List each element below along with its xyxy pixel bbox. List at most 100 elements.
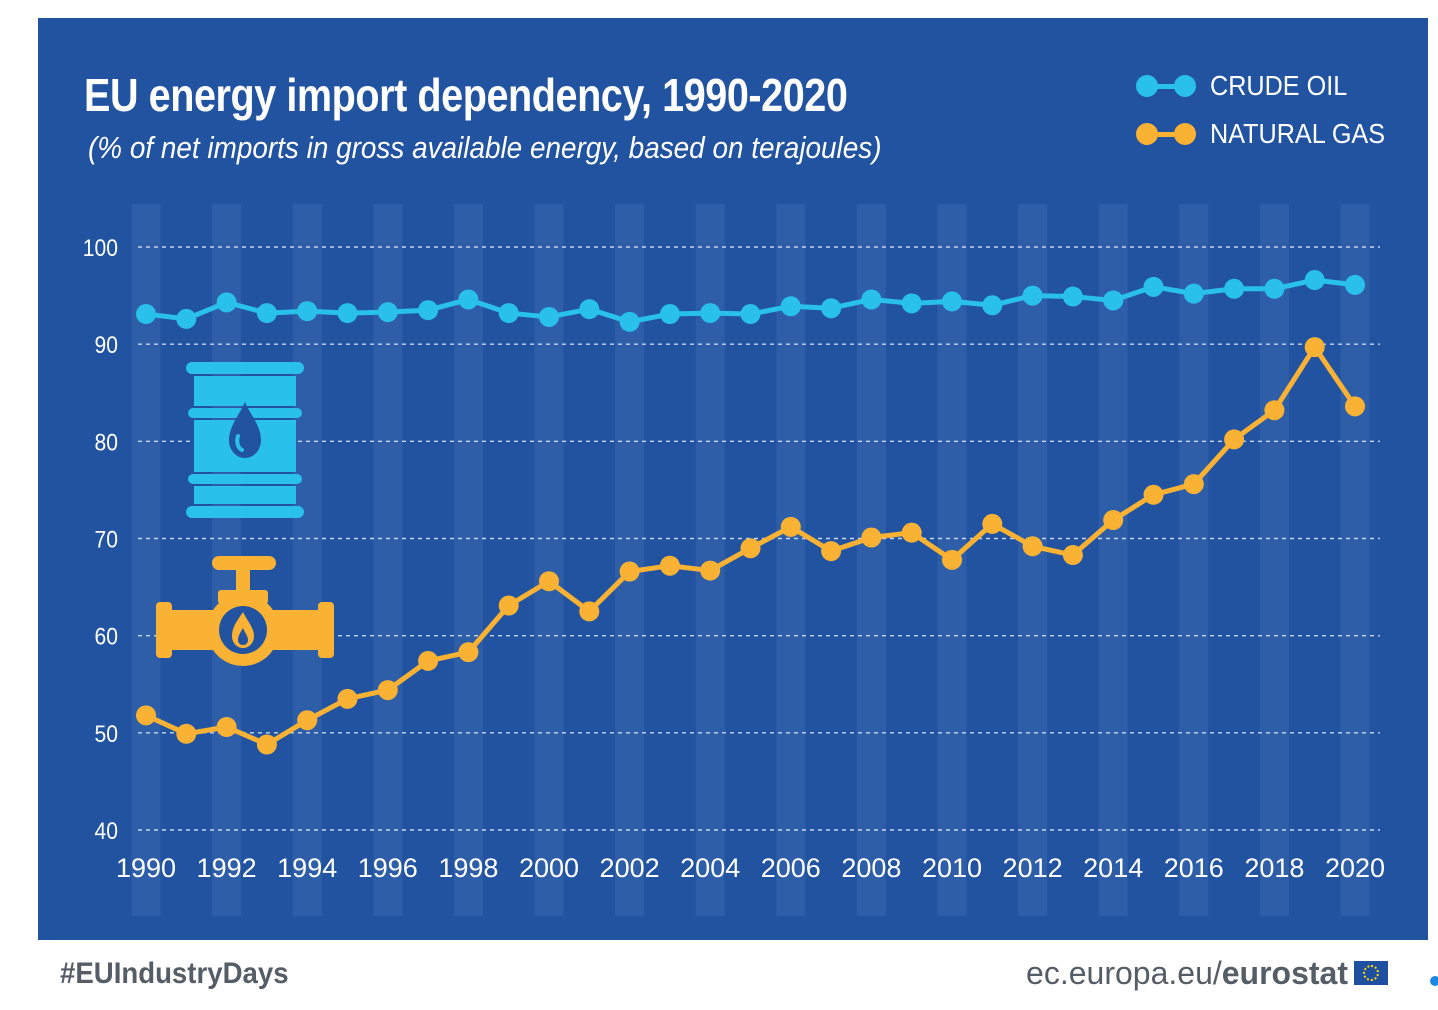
x-tick-label: 2014 bbox=[1083, 853, 1143, 883]
data-point-natural-gas bbox=[901, 522, 922, 543]
data-point-crude-oil bbox=[297, 301, 318, 322]
data-point-crude-oil bbox=[619, 311, 640, 332]
data-point-natural-gas bbox=[1224, 429, 1245, 450]
data-point-crude-oil bbox=[498, 303, 519, 324]
data-point-natural-gas bbox=[1304, 337, 1325, 358]
data-point-crude-oil bbox=[539, 306, 559, 327]
data-point-natural-gas bbox=[780, 516, 801, 537]
data-point-crude-oil bbox=[901, 293, 922, 314]
data-point-natural-gas bbox=[1143, 484, 1164, 505]
data-point-natural-gas bbox=[861, 527, 882, 548]
data-point-natural-gas bbox=[982, 513, 1003, 534]
data-point-crude-oil bbox=[337, 303, 358, 324]
data-point-natural-gas bbox=[942, 549, 962, 570]
data-point-crude-oil bbox=[256, 303, 277, 324]
data-point-crude-oil bbox=[740, 304, 761, 325]
data-point-crude-oil bbox=[659, 304, 680, 325]
data-point-natural-gas bbox=[619, 561, 640, 582]
data-point-crude-oil bbox=[216, 292, 237, 313]
data-point-natural-gas bbox=[256, 734, 277, 755]
y-tick-label: 80 bbox=[95, 429, 118, 456]
chart-title: EU energy import dependency, 1990-2020 bbox=[84, 69, 848, 121]
y-tick-label: 40 bbox=[95, 818, 118, 845]
data-point-crude-oil bbox=[377, 302, 398, 323]
data-point-crude-oil bbox=[418, 300, 439, 321]
data-point-crude-oil bbox=[821, 298, 842, 319]
data-point-crude-oil bbox=[1224, 278, 1245, 299]
y-tick-label: 100 bbox=[83, 235, 118, 262]
data-point-natural-gas bbox=[539, 571, 559, 592]
y-tick-label: 70 bbox=[95, 526, 118, 553]
data-point-natural-gas bbox=[458, 642, 479, 663]
line-chart: 40 50 60 70 80 90 100 1990 1992 1994 1996 1998 2000… bbox=[83, 204, 1385, 916]
data-point-crude-oil bbox=[1183, 283, 1204, 304]
data-point-crude-oil bbox=[1103, 290, 1124, 311]
x-tick-label: 1996 bbox=[358, 853, 418, 883]
x-tick-label: 2018 bbox=[1244, 853, 1304, 883]
x-tick-label: 1998 bbox=[438, 853, 498, 883]
data-point-crude-oil bbox=[1264, 278, 1285, 299]
oil-barrel-icon bbox=[186, 362, 304, 518]
edge-dot-icon bbox=[1430, 976, 1438, 986]
y-tick-label: 50 bbox=[95, 721, 118, 748]
data-point-crude-oil bbox=[1304, 270, 1325, 291]
y-tick-label: 60 bbox=[95, 623, 118, 650]
source-site-prefix: ec.europa.eu/ bbox=[1026, 955, 1222, 991]
x-tick-label: 2006 bbox=[761, 853, 821, 883]
x-tick-label: 1994 bbox=[277, 853, 337, 883]
gas-pipe-valve-icon bbox=[156, 556, 334, 666]
eu-flag-icon bbox=[1354, 961, 1388, 985]
data-point-crude-oil bbox=[136, 304, 156, 325]
year-stripe bbox=[1098, 204, 1128, 916]
infographic-panel: 40 50 60 70 80 90 100 1990 1992 1994 1996 1998 2000… bbox=[38, 18, 1428, 940]
chart-stripes bbox=[131, 204, 1370, 916]
data-point-crude-oil bbox=[1062, 286, 1083, 307]
data-point-crude-oil bbox=[1022, 285, 1043, 306]
x-tick-label: 2004 bbox=[680, 853, 740, 883]
chart-subtitle: (% of net imports in gross available ene… bbox=[88, 130, 882, 165]
data-point-natural-gas bbox=[216, 717, 237, 738]
data-point-natural-gas bbox=[1264, 400, 1285, 421]
legend-label-natural-gas: NATURAL GAS bbox=[1210, 118, 1386, 149]
year-stripe bbox=[1259, 204, 1289, 916]
x-tick-label: 1992 bbox=[197, 853, 257, 883]
data-point-crude-oil bbox=[861, 289, 882, 310]
data-point-natural-gas bbox=[1183, 474, 1204, 495]
series-layer bbox=[136, 270, 1365, 755]
year-stripe bbox=[373, 204, 403, 916]
hashtag-footer: #EUIndustryDays bbox=[60, 957, 289, 990]
data-point-natural-gas bbox=[1022, 536, 1043, 557]
data-point-natural-gas bbox=[297, 710, 318, 731]
data-point-natural-gas bbox=[136, 705, 156, 726]
x-tick-label: 2012 bbox=[1003, 853, 1063, 883]
x-tick-label: 2020 bbox=[1325, 853, 1385, 883]
legend-item-natural-gas: NATURAL GAS bbox=[1136, 114, 1426, 154]
data-point-natural-gas bbox=[1345, 396, 1365, 417]
data-point-natural-gas bbox=[498, 595, 519, 616]
data-point-crude-oil bbox=[176, 308, 197, 329]
legend-marker-natural-gas bbox=[1174, 123, 1196, 145]
data-point-natural-gas bbox=[659, 555, 680, 576]
data-point-natural-gas bbox=[1103, 510, 1124, 531]
data-point-natural-gas bbox=[579, 601, 600, 622]
legend-label-crude-oil: CRUDE OIL bbox=[1210, 70, 1348, 101]
data-point-natural-gas bbox=[377, 680, 398, 701]
data-point-crude-oil bbox=[458, 289, 479, 310]
legend-marker-crude-oil bbox=[1136, 75, 1158, 97]
data-point-crude-oil bbox=[1143, 276, 1164, 297]
x-tick-label: 2002 bbox=[600, 853, 660, 883]
legend-item-crude-oil: CRUDE OIL bbox=[1136, 66, 1426, 106]
year-stripe bbox=[453, 204, 483, 916]
x-axis-labels: 1990 1992 1994 1996 1998 2000 2002 2004 2006 2008… bbox=[116, 853, 1385, 883]
data-point-crude-oil bbox=[1345, 274, 1365, 295]
year-stripe bbox=[1179, 204, 1209, 916]
data-point-natural-gas bbox=[176, 723, 197, 744]
y-axis-labels: 40 50 60 70 80 90 100 bbox=[83, 235, 118, 845]
data-point-natural-gas bbox=[740, 538, 761, 559]
legend-marker-crude-oil bbox=[1174, 75, 1196, 97]
legend: CRUDE OIL NATURAL GAS bbox=[1136, 66, 1426, 176]
x-tick-label: 2008 bbox=[841, 853, 901, 883]
source-footer[interactable]: ec.europa.eu/eurostat bbox=[1026, 952, 1388, 994]
year-stripe bbox=[1018, 204, 1048, 916]
data-point-natural-gas bbox=[821, 541, 842, 562]
